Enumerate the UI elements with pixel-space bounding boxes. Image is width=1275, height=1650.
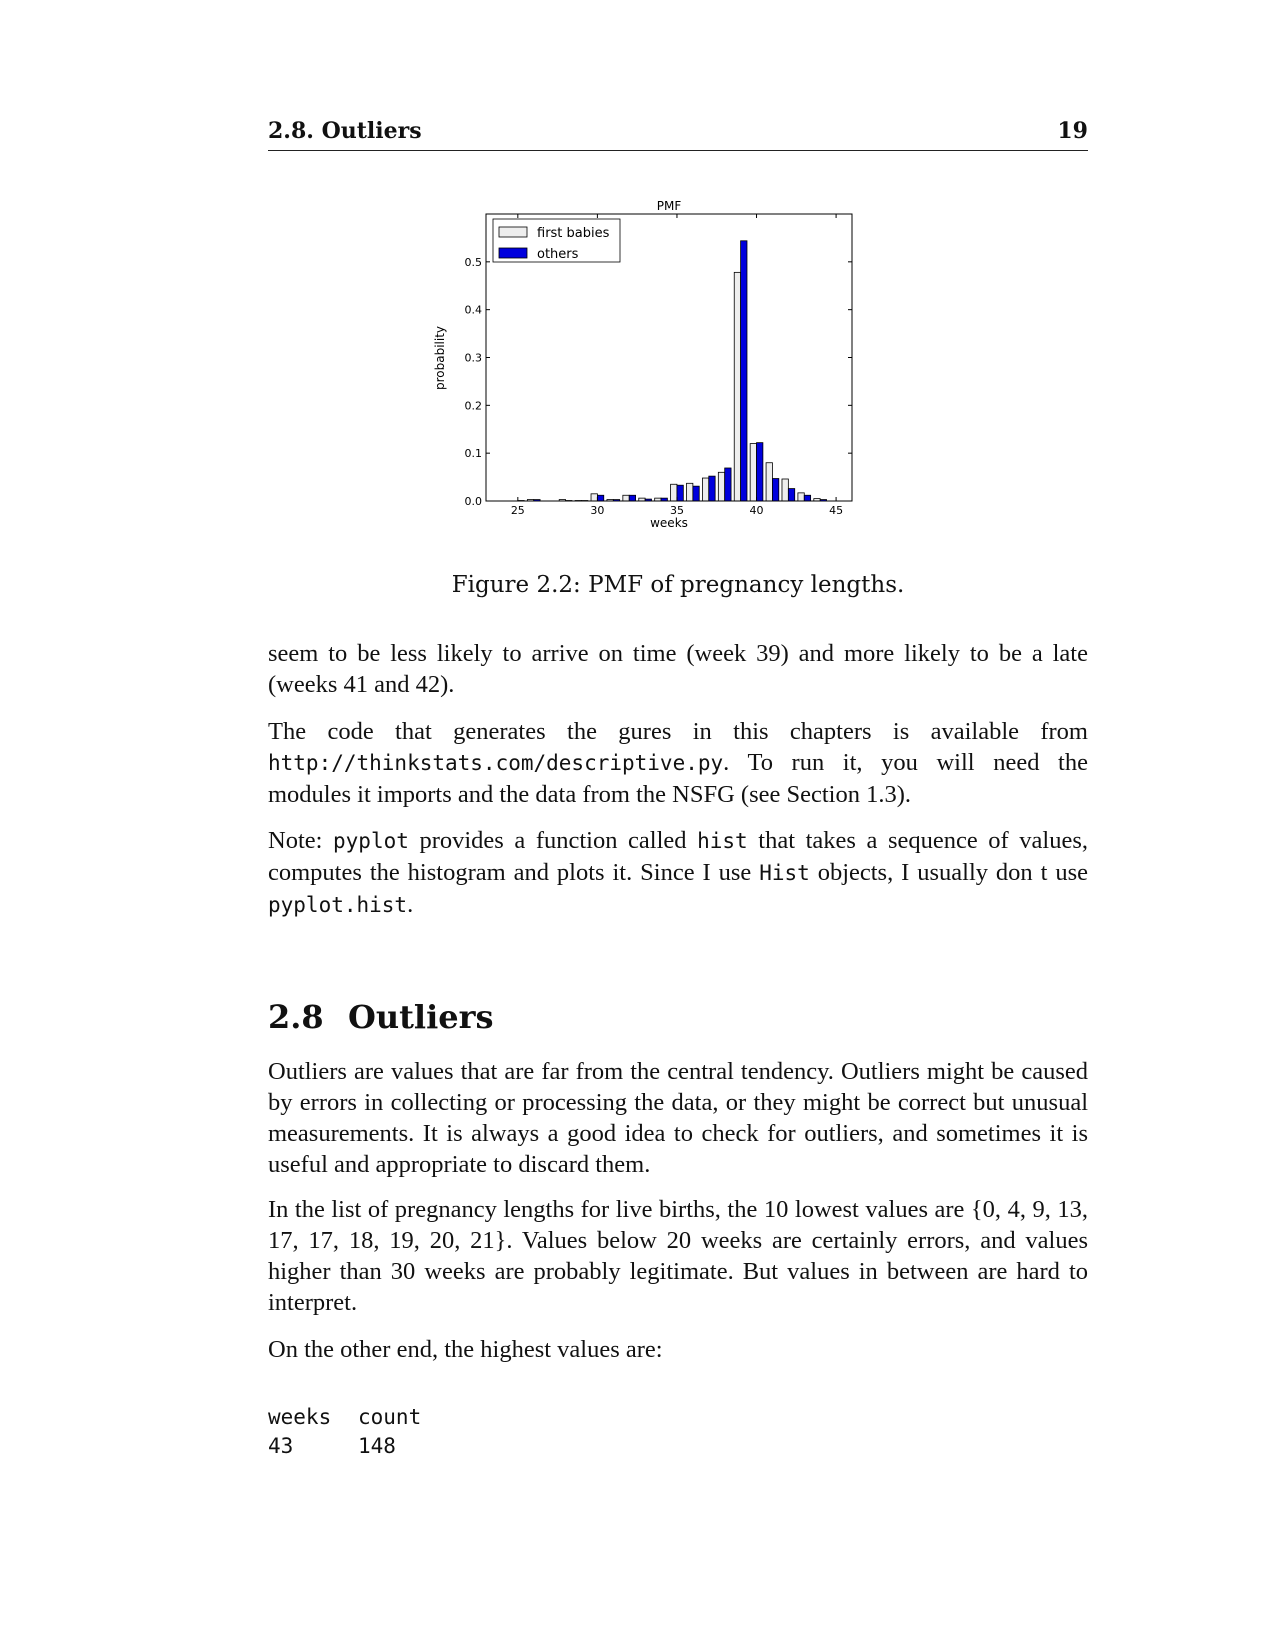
page-number: 19 [1057,118,1088,144]
table-header-count: count [358,1405,422,1429]
code-pyplot-hist: pyplot.hist [268,893,408,917]
bar-others-35 [676,484,684,502]
section-number: 2.8 [268,998,324,1036]
bar-first-babies-43 [797,492,805,502]
paragraph-5: In the list of pregnancy lengths for liv… [268,1196,1088,1316]
paragraph-6: On the other end, the highest values are… [268,1336,663,1363]
x-tick-label: 25 [511,504,525,517]
bar-first-babies-42 [781,478,789,502]
legend-swatch [498,226,528,238]
bar-others-40 [756,442,764,502]
table-header-row: weeks count [268,1403,868,1432]
pmf-chart: 25 30 35 40 45 0.0 0.1 0.2 0.3 0.4 0.5 PMF weeks p… [433,199,853,530]
paragraph-3-text-d: objects, I usually don t use [809,859,1089,886]
bar-first-babies-36 [686,482,694,502]
x-tick-label: 30 [590,504,604,517]
paragraph-3: Note: pyplot provides a function called … [268,825,1088,921]
x-tick-label: 35 [670,504,684,517]
bar-others-32 [628,494,636,502]
paragraph-4: Outliers are values that are far from th… [268,1058,1088,1178]
chart-ylabel: probability [433,326,447,390]
bar-others-42 [787,488,796,502]
bar-first-babies-30 [590,493,598,502]
paragraph-3-text-c: that takes a sequence of values, compute… [268,827,1088,886]
y-tick-label: 0.1 [465,447,483,460]
section-title: Outliers [348,998,494,1036]
chart-legend: first babies others [492,218,621,263]
paragraph-2: The code that generates the gures in thi… [268,716,1088,810]
bar-first-babies-37 [702,477,710,502]
bar-first-babies-32 [622,494,630,502]
table-cell-weeks: 43 [268,1434,294,1458]
paragraph-2-text-b: . To run it, you will need the modules i… [268,749,1088,808]
running-head: 2.8. Outliers 19 [268,116,1088,151]
running-head-section: 2.8. Outliers [268,118,422,144]
bar-first-babies-35 [670,483,678,502]
paragraph-3-text-e: . [407,891,414,918]
paragraph-3-text-a: Note: [268,827,334,854]
code-hist: hist [697,829,748,853]
highest-values-table: weeks count 43 148 [268,1403,868,1461]
paragraph-2-text-a: The code that generates the gures in thi… [268,718,1088,745]
section-heading: 2.8 Outliers [268,998,1088,1036]
chart-xlabel: weeks [650,516,688,530]
bar-others-43 [803,494,812,502]
bar-first-babies-38 [717,471,726,502]
y-tick-label: 0.4 [465,304,483,317]
table-header-weeks: weeks [268,1405,332,1429]
descriptive-py-link[interactable]: http://thinkstats.com/descriptive.py [268,751,724,775]
chart-title: PMF [657,199,682,213]
legend-label: first babies [537,226,610,241]
bar-others-38 [724,467,732,502]
table-cell-count: 148 [358,1434,396,1458]
legend-swatch [498,247,528,259]
code-pyplot: pyplot [333,829,409,853]
paragraph-1: seem to be less likely to arrive on time… [268,640,1088,698]
bar-first-babies-39 [733,271,742,502]
figure-caption: Figure 2.2: PMF of pregnancy lengths. [451,572,905,598]
y-tick-label: 0.5 [465,256,483,269]
table-row: 43 148 [268,1432,868,1461]
bar-first-babies-41 [765,462,773,502]
y-tick-label: 0.3 [465,352,483,365]
x-tick-label: 40 [750,504,764,517]
legend-label: others [537,247,579,262]
figure-pmf: 25 30 35 40 45 0.0 0.1 0.2 0.3 0.4 0.5 PMF weeks p… [430,198,890,548]
bar-others-41 [772,478,780,502]
bar-others-39 [740,240,748,502]
bar-others-36 [692,485,700,502]
y-tick-label: 0.2 [465,399,483,412]
x-tick-label: 45 [829,504,843,517]
paragraph-3-text-b: provides a function called [408,827,698,854]
bar-others-30 [596,494,605,502]
y-tick-label: 0.0 [465,495,483,508]
bar-others-37 [708,475,716,502]
code-hist-class: Hist [759,861,810,885]
bar-first-babies-40 [749,443,757,502]
